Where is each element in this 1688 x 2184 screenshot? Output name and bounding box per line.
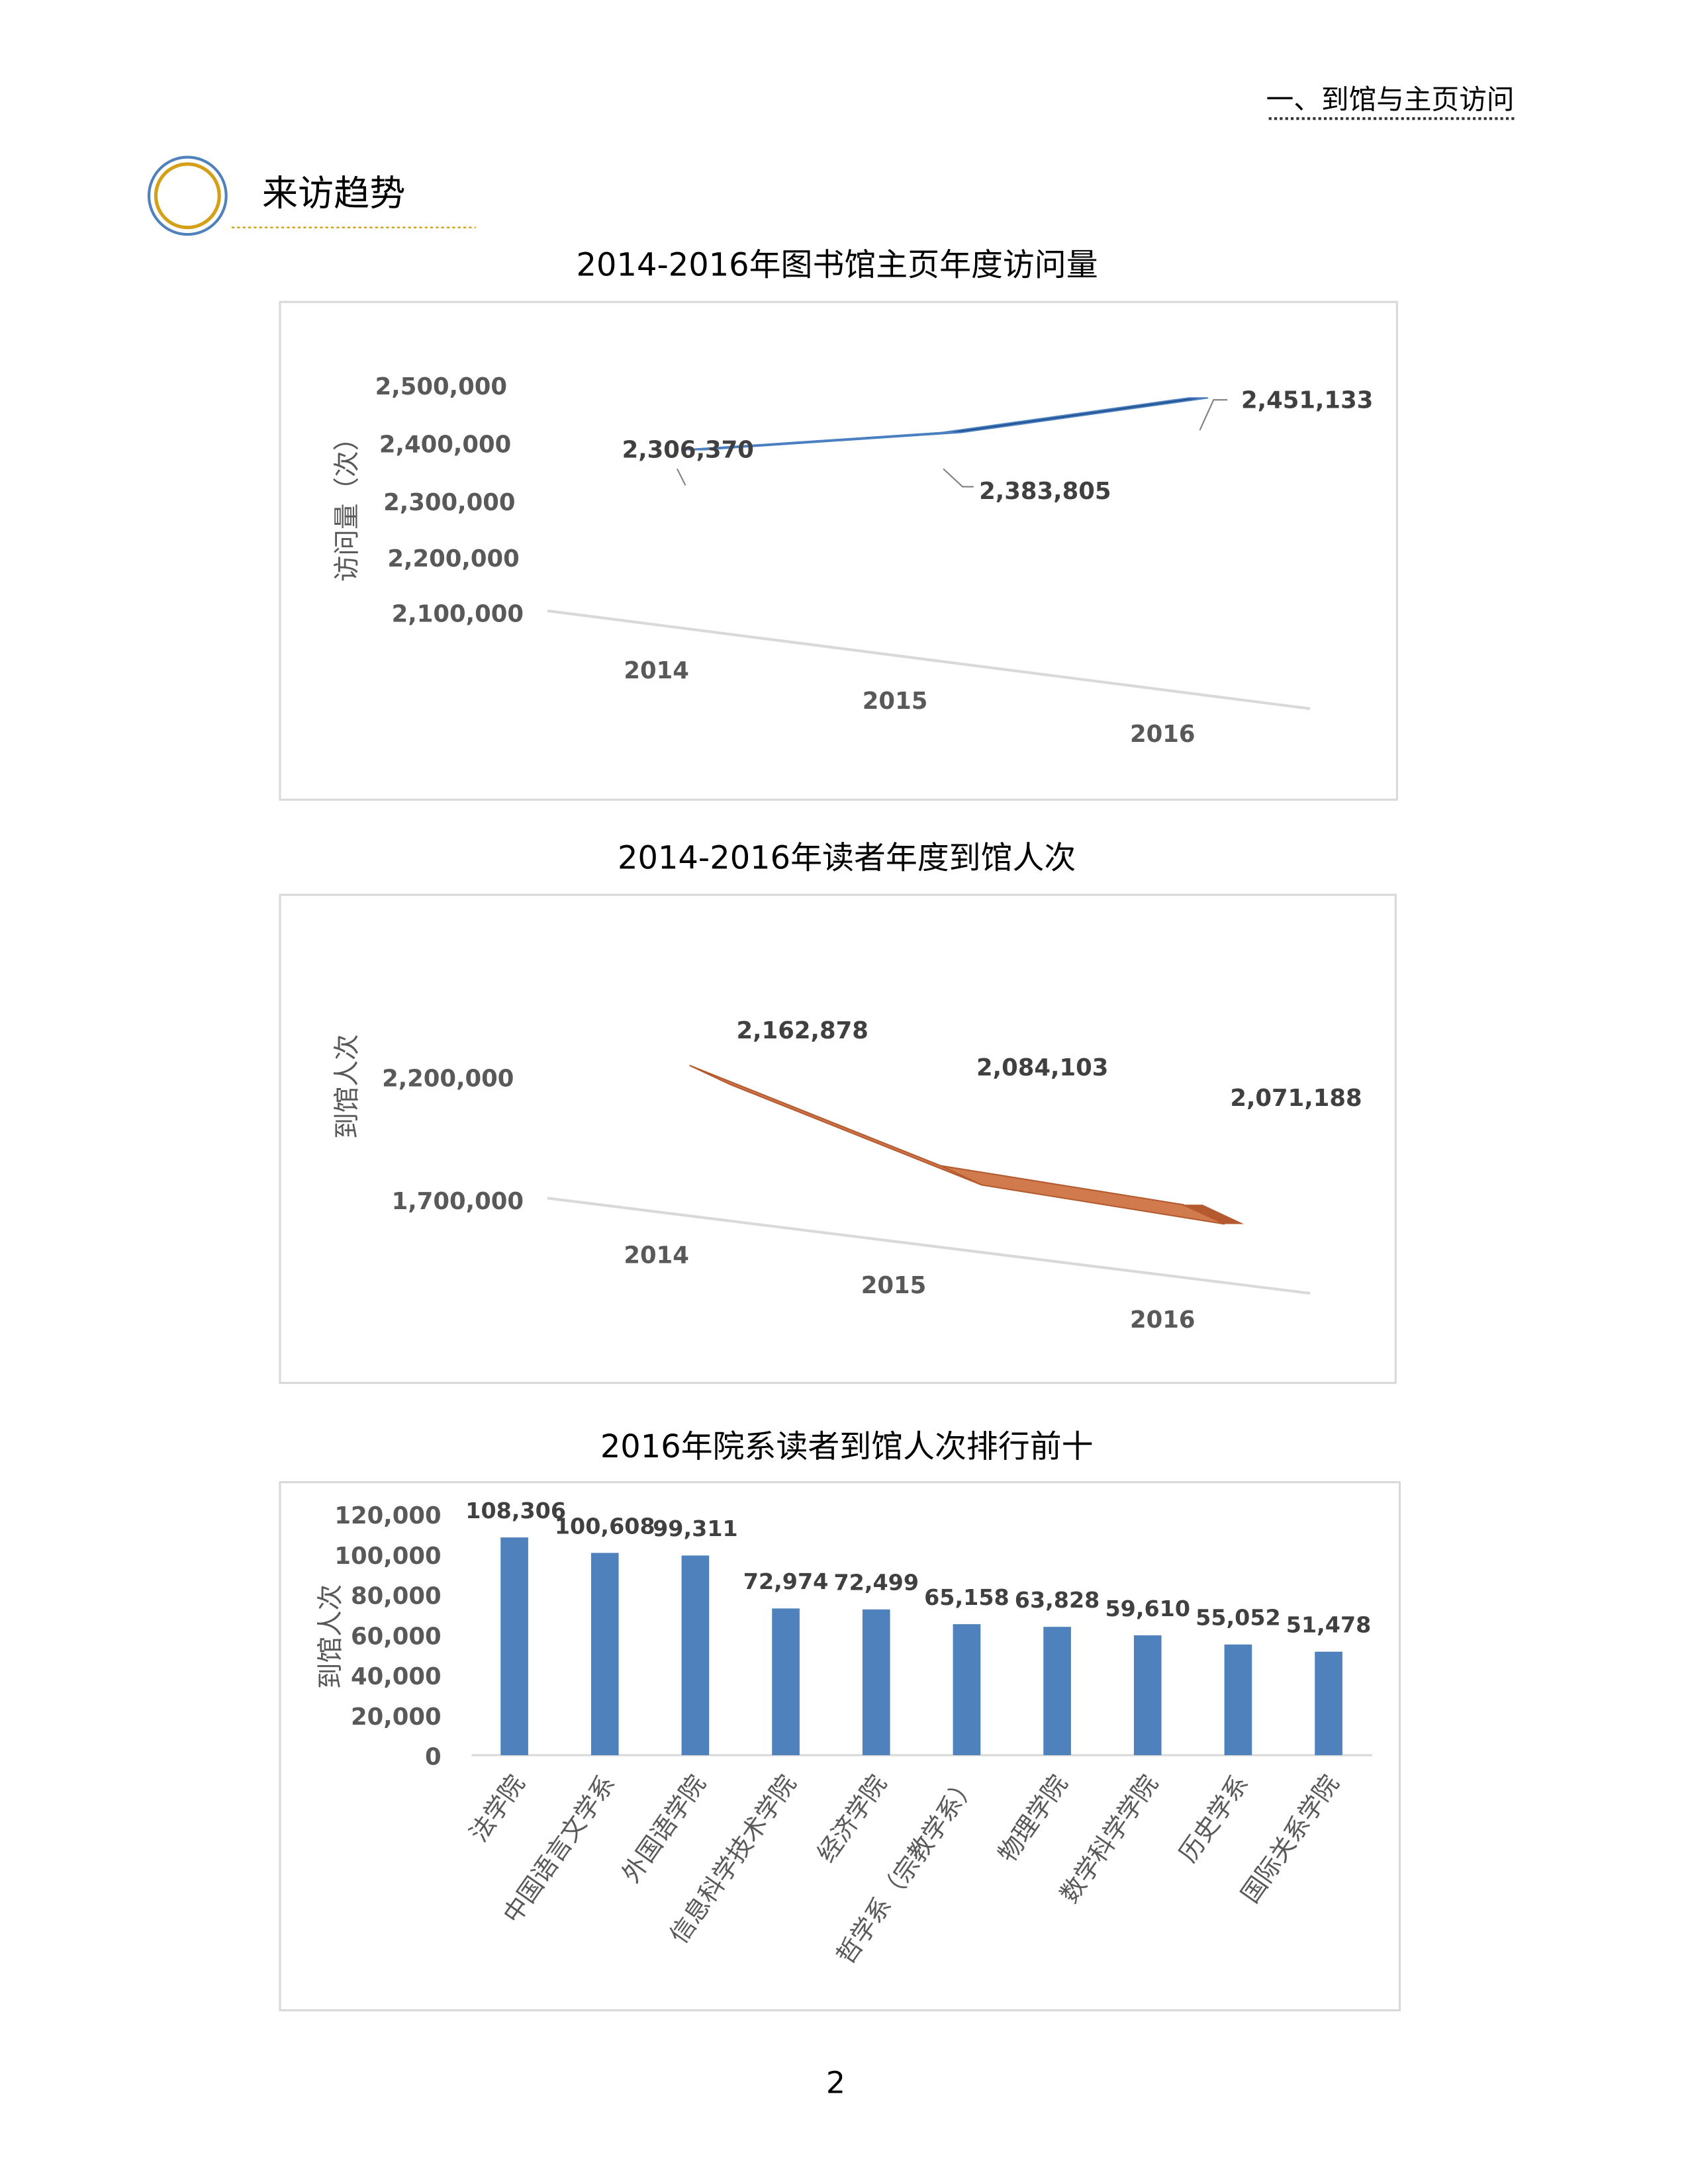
- y-tick-label: 1,700,000: [392, 1188, 524, 1215]
- y-tick-label: 2,500,000: [375, 373, 507, 400]
- y-axis-title: 访问量（次）: [332, 425, 363, 582]
- section-title: 来访趋势: [262, 172, 406, 214]
- bar: [1315, 1651, 1342, 1756]
- x-tick-label: 2016: [1130, 1306, 1196, 1334]
- chart3-frame: [279, 1481, 1401, 2012]
- data-label: 99,311: [653, 1516, 738, 1541]
- y-tick-label: 60,000: [351, 1623, 442, 1650]
- y-tick-label: 0: [425, 1744, 442, 1771]
- y-tick-label: 2,300,000: [383, 489, 515, 516]
- x-tick-label: 国际关系学院: [1235, 1770, 1344, 1909]
- chart1-frame: [279, 300, 1398, 801]
- bar: [500, 1537, 528, 1756]
- ribbon-segment: [689, 1064, 982, 1186]
- ribbon-segment: [941, 397, 1209, 433]
- chart-title: 2014-2016年图书馆主页年度访问量: [577, 248, 1098, 284]
- section-header: 一、到馆与主页访问: [1266, 83, 1515, 116]
- bar: [953, 1624, 981, 1756]
- data-label: 2,306,370: [622, 437, 754, 464]
- leader-line: [943, 468, 974, 488]
- section-circle-icon: [147, 156, 228, 236]
- data-label: 2,451,133: [1241, 387, 1373, 414]
- chart-title: 2016年院系读者到馆人次排行前十: [600, 1429, 1094, 1465]
- y-tick-label: 80,000: [351, 1583, 442, 1610]
- data-label: 55,052: [1196, 1605, 1281, 1631]
- x-tick-label: 外国语学院: [616, 1770, 712, 1888]
- x-tick-label: 经济学院: [812, 1770, 892, 1868]
- bar: [1043, 1627, 1071, 1756]
- y-tick-label: 2,100,000: [392, 601, 524, 628]
- x-tick-label: 2015: [863, 688, 928, 715]
- data-label: 51,478: [1286, 1612, 1372, 1638]
- bar: [681, 1555, 710, 1756]
- y-tick-label: 2,400,000: [379, 431, 511, 458]
- x-tick-label: 历史学系: [1173, 1770, 1254, 1868]
- page-number: 2: [826, 2065, 845, 2101]
- chart2-frame: [279, 893, 1397, 1385]
- y-tick-label: 40,000: [351, 1663, 442, 1690]
- data-label: 2,071,188: [1230, 1085, 1362, 1112]
- x-tick-label: 数学科学学院: [1055, 1770, 1164, 1909]
- x-tick-label: 2016: [1130, 721, 1196, 748]
- bar: [590, 1553, 619, 1756]
- y-tick-label: 100,000: [334, 1543, 441, 1570]
- y-axis-title: 到馆人次: [316, 1584, 346, 1689]
- bar: [1133, 1635, 1162, 1756]
- data-label: 72,499: [833, 1570, 919, 1596]
- y-tick-label: 2,200,000: [387, 545, 519, 572]
- x-tick-label: 法学院: [464, 1770, 531, 1847]
- x-tick-label: 物理学院: [992, 1770, 1073, 1868]
- y-tick-label: 2,200,000: [382, 1066, 514, 1093]
- data-label: 2,162,878: [737, 1017, 868, 1044]
- data-label: 59,610: [1105, 1596, 1190, 1621]
- data-label: 2,383,805: [979, 478, 1111, 505]
- bar: [862, 1609, 890, 1756]
- bar: [772, 1608, 800, 1756]
- leader-line: [676, 468, 686, 486]
- y-tick-label: 20,000: [351, 1704, 442, 1731]
- data-label: 100,608: [555, 1513, 655, 1539]
- data-label: 108,306: [465, 1498, 566, 1524]
- x-tick-label: 2014: [624, 1242, 689, 1269]
- data-label: 2,084,103: [976, 1054, 1108, 1081]
- y-axis-title: 到馆人次: [332, 1034, 363, 1139]
- y-tick-label: 120,000: [334, 1502, 441, 1529]
- floor-axis-line: [547, 1197, 1311, 1295]
- x-tick-label: 2015: [861, 1272, 927, 1299]
- leader-line: [1199, 399, 1228, 431]
- data-label: 72,974: [743, 1569, 829, 1594]
- ribbon-segment: [940, 1165, 1225, 1225]
- chart-title: 2014-2016年读者年度到馆人次: [618, 841, 1076, 877]
- data-label: 63,828: [1015, 1587, 1100, 1613]
- floor-axis-line: [547, 609, 1311, 710]
- bar: [1224, 1644, 1252, 1756]
- data-label: 65,158: [924, 1584, 1009, 1610]
- ribbon-end-cap: [1183, 1205, 1244, 1224]
- x-tick-label: 2014: [624, 657, 689, 684]
